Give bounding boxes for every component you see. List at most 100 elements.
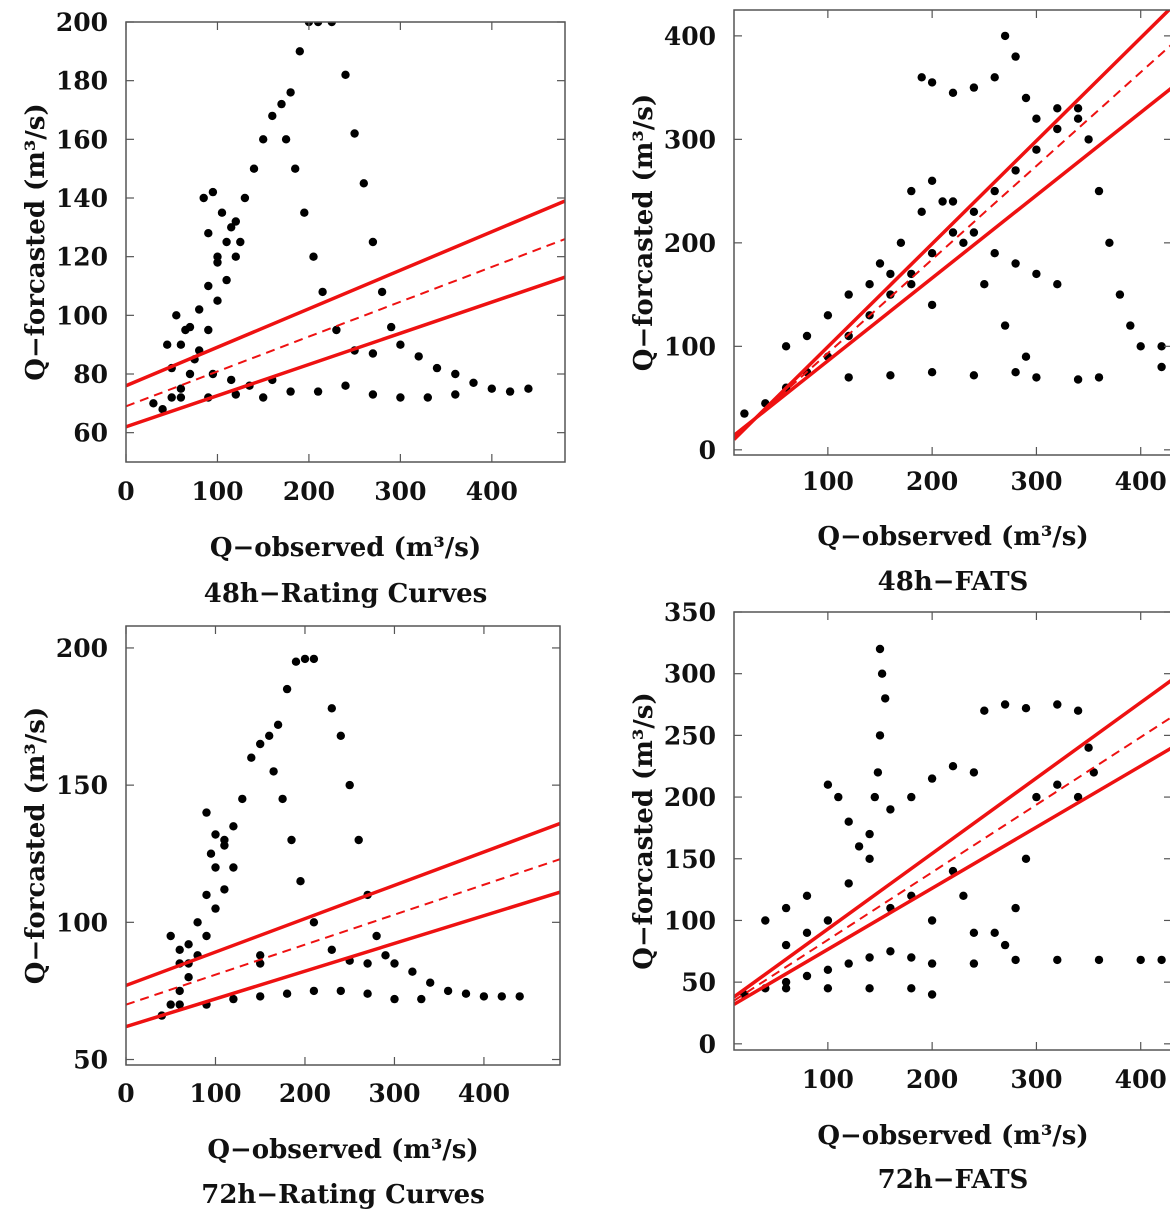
- data-point: [185, 369, 195, 379]
- data-point: [990, 73, 999, 82]
- x-axis-title: Q−observed (m³/s): [207, 1135, 478, 1165]
- data-point: [834, 792, 843, 802]
- data-point: [1011, 955, 1020, 965]
- x-tick-label: 400: [466, 477, 518, 506]
- data-point: [865, 854, 874, 863]
- data-point: [202, 931, 211, 941]
- data-point: [1073, 104, 1083, 113]
- data-point: [359, 179, 368, 188]
- data-point: [1126, 321, 1135, 330]
- data-point: [886, 947, 895, 956]
- data-point: [1000, 31, 1010, 41]
- data-point: [1021, 704, 1031, 713]
- data-point: [844, 959, 853, 968]
- data-point: [948, 762, 958, 771]
- data-point: [781, 977, 791, 987]
- data-point: [865, 829, 874, 839]
- y-tick-label: 100: [56, 301, 108, 330]
- y-axis-title: Q−forcasted (m³/s): [629, 94, 659, 371]
- data-point: [1053, 280, 1062, 289]
- data-point: [176, 340, 186, 349]
- reference-line-dashed: [734, 44, 1170, 439]
- fit-lines: [734, 10, 1170, 441]
- data-point: [199, 193, 208, 203]
- data-point: [158, 405, 167, 414]
- data-point: [227, 375, 236, 385]
- data-point: [236, 237, 245, 247]
- data-point: [969, 371, 979, 380]
- data-point: [781, 984, 791, 993]
- data-point: [1011, 259, 1020, 268]
- x-axis-title: Q−observed (m³/s): [817, 1121, 1088, 1151]
- reference-line-dashed: [126, 858, 560, 1006]
- data-point: [291, 657, 301, 666]
- data-point: [1073, 375, 1083, 384]
- data-point: [206, 849, 216, 858]
- data-point: [296, 877, 305, 886]
- y-axis-title: Q−forcasted (m³/s): [21, 707, 51, 984]
- reference-line-dashed: [126, 238, 565, 408]
- data-point: [202, 890, 211, 900]
- fit-lines: [734, 679, 1170, 1006]
- scatter-points: [740, 31, 1166, 418]
- data-point: [368, 390, 378, 399]
- data-point: [238, 794, 247, 804]
- x-axis-title: Q−observed (m³/s): [210, 533, 481, 563]
- data-point: [313, 387, 323, 396]
- data-point: [487, 384, 496, 393]
- data-point: [1073, 792, 1083, 802]
- data-point: [740, 409, 749, 418]
- data-point: [1021, 93, 1031, 103]
- data-point: [865, 953, 874, 962]
- data-point: [886, 805, 895, 814]
- panel-caption: 72h−Rating Curves: [201, 1180, 485, 1210]
- bound-line-solid: [126, 275, 565, 429]
- data-point: [497, 992, 506, 1001]
- data-point: [823, 780, 833, 789]
- bound-line-solid: [734, 679, 1170, 999]
- data-point: [341, 381, 350, 390]
- data-point: [1011, 52, 1020, 61]
- x-tick-label: 0: [117, 1079, 134, 1108]
- y-tick-label: 300: [664, 125, 716, 154]
- data-point: [273, 720, 283, 729]
- data-point: [875, 259, 885, 268]
- data-point: [948, 197, 958, 206]
- data-point: [181, 325, 190, 335]
- data-point: [969, 928, 979, 937]
- data-point: [823, 916, 833, 925]
- x-tick-label: 0: [117, 477, 134, 506]
- data-point: [229, 822, 238, 831]
- data-point: [176, 384, 186, 393]
- data-point: [1084, 135, 1093, 144]
- data-point: [969, 959, 979, 968]
- y-tick-label: 140: [56, 184, 108, 213]
- data-point: [208, 187, 218, 197]
- data-point: [291, 164, 300, 173]
- data-point: [300, 208, 309, 217]
- data-point: [802, 891, 812, 900]
- data-point: [396, 340, 405, 349]
- y-axis-title: Q−forcasted (m³/s): [21, 103, 51, 380]
- data-point: [231, 390, 240, 399]
- data-point: [327, 704, 336, 713]
- data-point: [1000, 940, 1010, 950]
- data-point: [844, 879, 853, 888]
- data-point: [149, 399, 158, 408]
- reference-line-dashed: [734, 716, 1170, 1002]
- data-point: [363, 989, 372, 998]
- data-point: [927, 774, 937, 783]
- data-point: [377, 287, 387, 297]
- data-point: [938, 197, 947, 206]
- data-point: [1032, 269, 1041, 279]
- data-point: [823, 311, 833, 320]
- data-point: [927, 990, 937, 999]
- data-point: [432, 363, 442, 373]
- data-point: [256, 951, 265, 960]
- data-point: [781, 903, 791, 913]
- data-point: [844, 817, 853, 826]
- data-point: [240, 193, 250, 203]
- data-point: [287, 835, 296, 845]
- bound-line-solid: [126, 199, 565, 388]
- data-point: [204, 325, 213, 335]
